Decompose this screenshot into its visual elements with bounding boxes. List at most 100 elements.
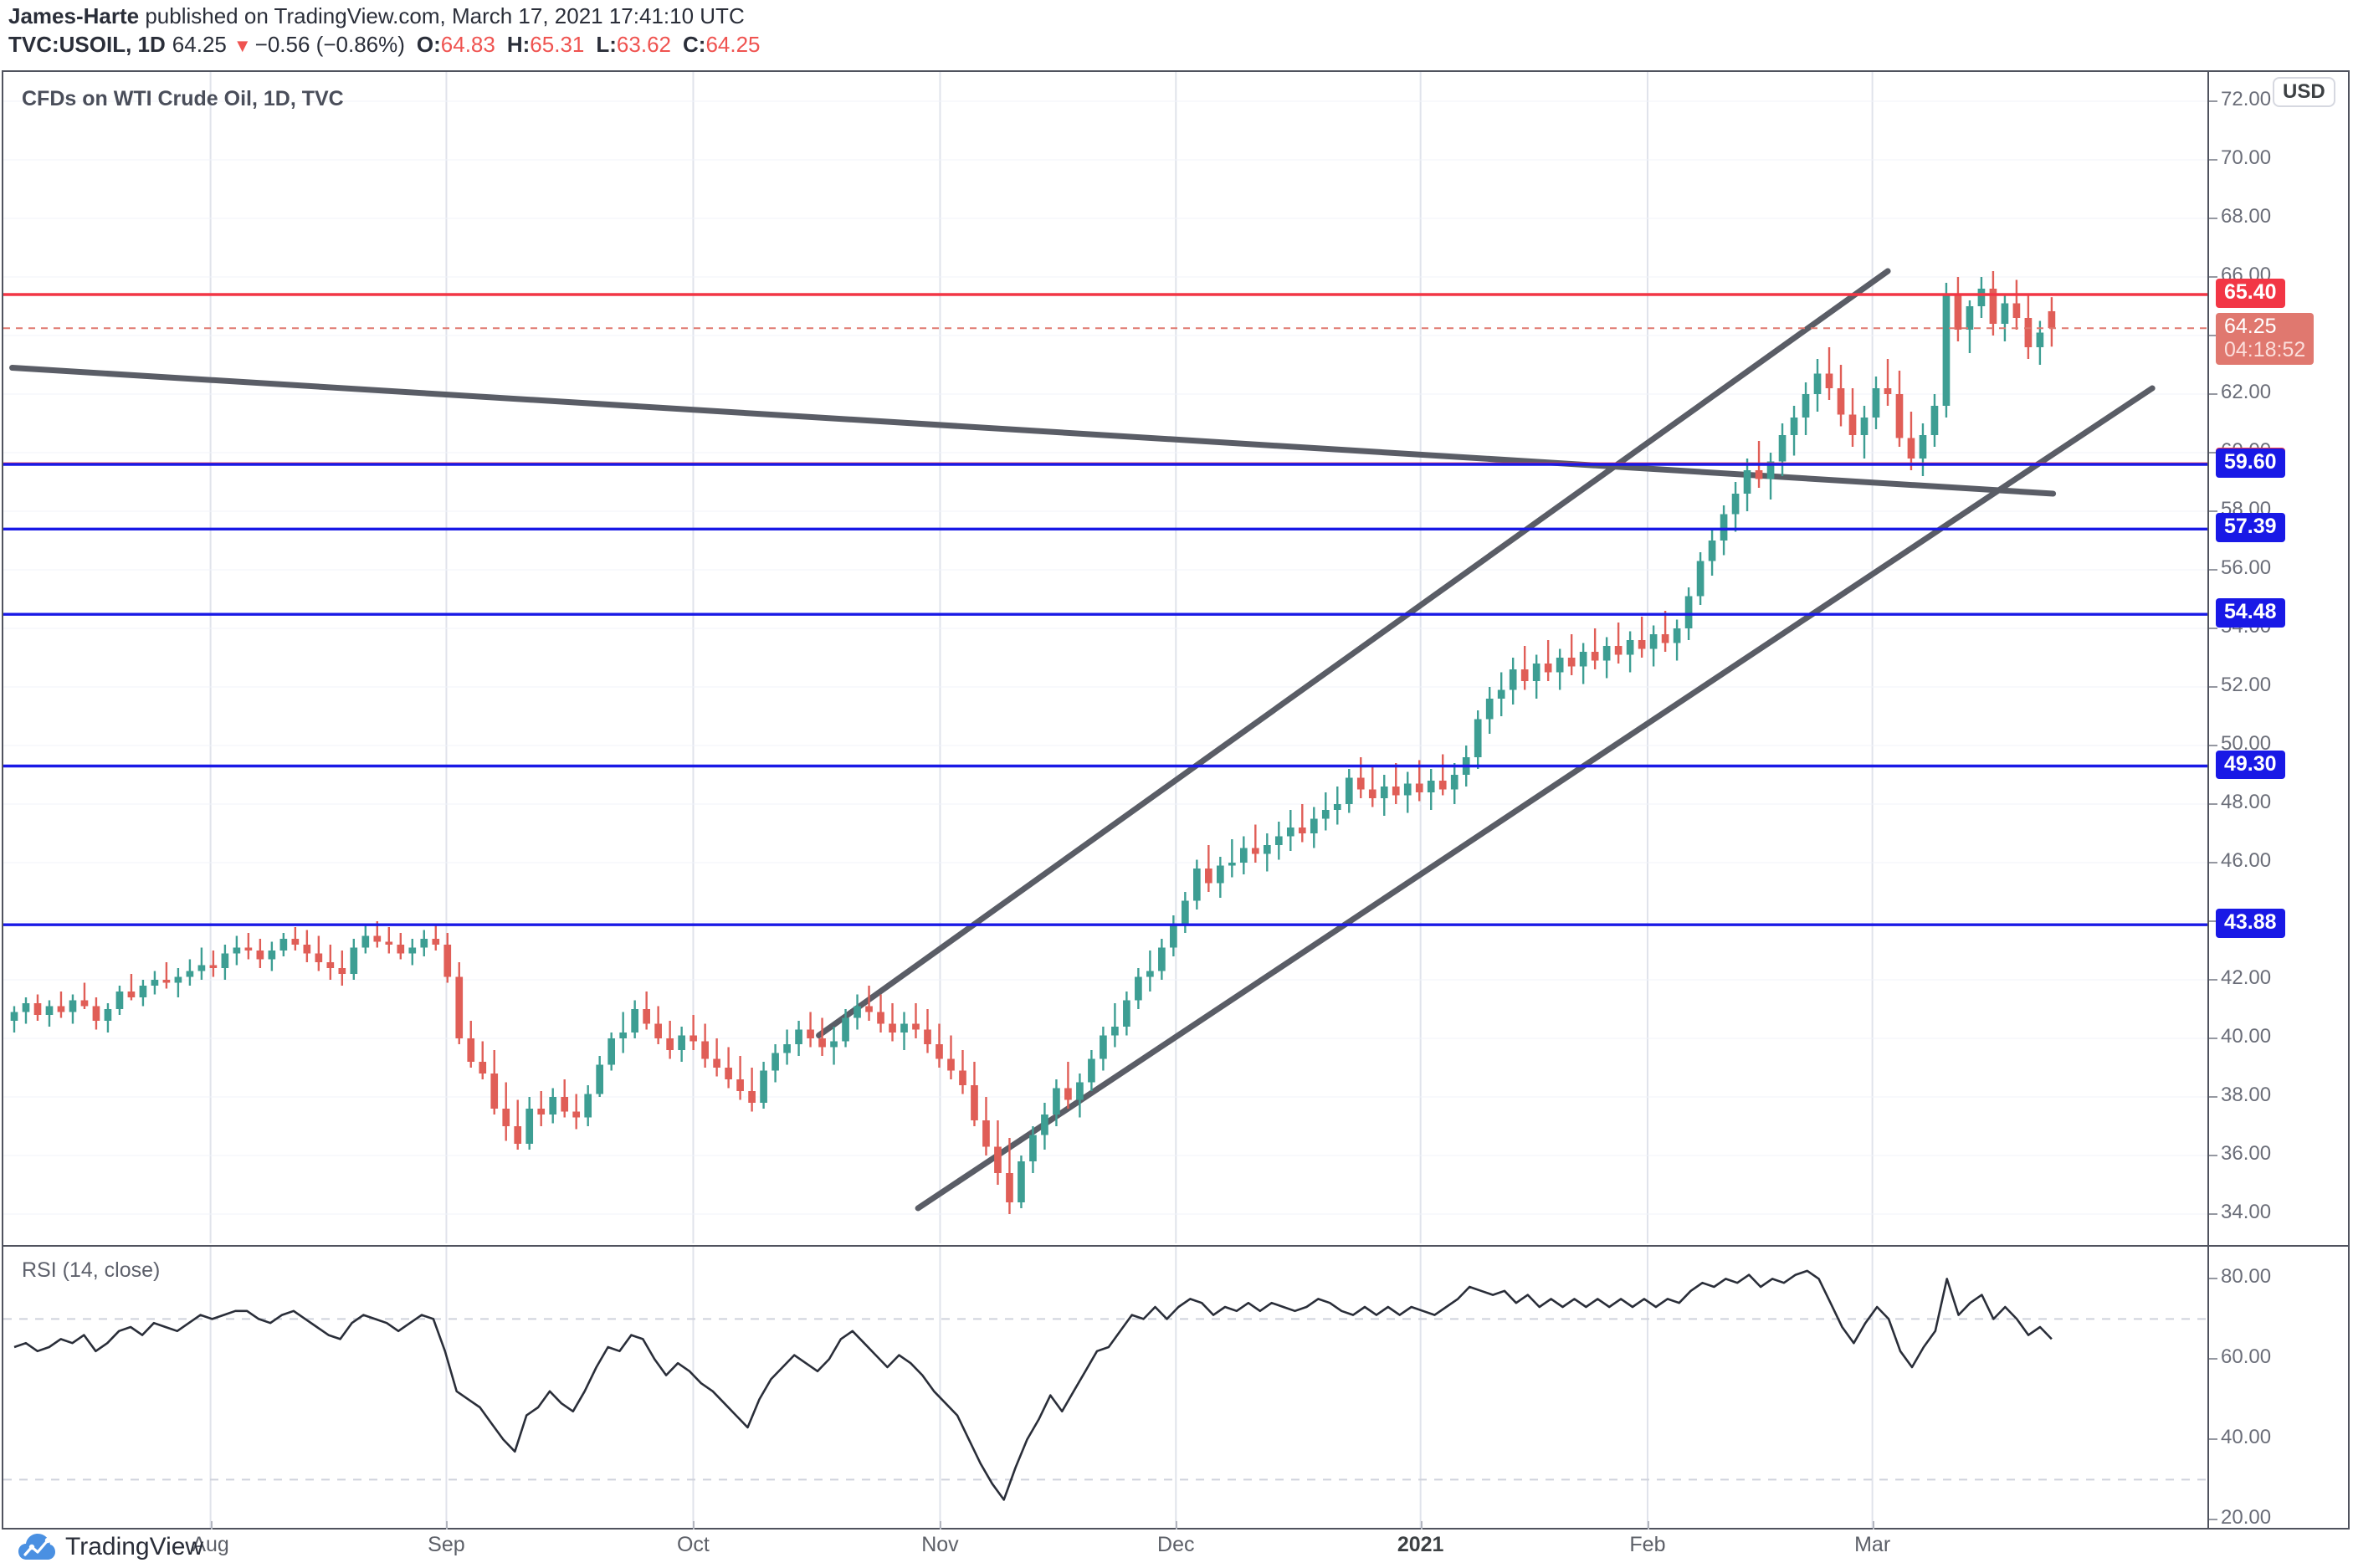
candle [795, 1021, 802, 1056]
price-badge-54.48[interactable]: 54.48 [2216, 598, 2285, 628]
candle [654, 1006, 662, 1044]
close-value: 64.25 [705, 32, 761, 57]
candle [221, 945, 229, 980]
candle [115, 986, 124, 1015]
price-tick-label: 46.00 [2221, 849, 2272, 872]
candle [924, 1009, 931, 1053]
time-tick-label-Oct: Oct [676, 1533, 710, 1556]
time-tickmark [693, 1521, 695, 1530]
candle [959, 1050, 966, 1094]
candle [233, 935, 241, 966]
candle [1205, 845, 1212, 892]
rsi-pane[interactable]: RSI (14, close) 80.00 60.00 40.00 20.00 [3, 1245, 2348, 1530]
low-value: 63.62 [616, 32, 671, 57]
candle [631, 1000, 638, 1038]
candle [1977, 277, 1986, 318]
candle [1321, 792, 1330, 831]
candle [584, 1085, 592, 1126]
candle [1778, 423, 1787, 476]
candle [1380, 775, 1388, 816]
low-label: L: [596, 32, 617, 57]
candle [865, 986, 873, 1021]
rsi-tick-label: 60.00 [2221, 1345, 2272, 1369]
candle [1532, 654, 1540, 699]
candle [244, 933, 253, 960]
price-tickmark [2209, 1155, 2217, 1156]
price-badge-57.39[interactable]: 57.39 [2216, 513, 2285, 542]
candle [69, 994, 77, 1024]
candle [1884, 359, 1892, 406]
candle [1403, 771, 1412, 813]
price-tickmark [2209, 393, 2217, 395]
time-tickmark [940, 1521, 942, 1530]
price-tickmark [2209, 159, 2217, 161]
candle [736, 1056, 744, 1100]
candle [643, 992, 650, 1030]
price-badge-65.40[interactable]: 65.40 [2216, 279, 2285, 308]
rsi-line-chart [3, 1247, 2207, 1528]
time-tick-label-Aug: Aug [192, 1533, 229, 1556]
candle [947, 1035, 955, 1079]
candle [1825, 347, 1833, 400]
high-value: 65.31 [530, 32, 585, 57]
price-tickmark [2209, 1213, 2217, 1215]
candle [1310, 807, 1318, 848]
candle [1368, 766, 1376, 807]
publisher-line: James-Harte published on TradingView.com… [8, 3, 745, 29]
candle [1438, 754, 1447, 796]
candle [45, 1000, 54, 1027]
published-text: published on TradingView.com, March 17, … [139, 3, 745, 28]
price-tick-label: 68.00 [2221, 205, 2272, 228]
tradingview-logo[interactable]: TradingView [18, 1533, 203, 1561]
candle [2024, 295, 2033, 359]
candle [92, 997, 100, 1030]
candle [1006, 1138, 1013, 1214]
candle [1064, 1062, 1072, 1109]
candle [1076, 1074, 1084, 1118]
candle [1790, 406, 1798, 456]
price-badge-43.88[interactable]: 43.88 [2216, 909, 2285, 938]
price-plot-area[interactable]: CFDs on WTI Crude Oil, 1D, TVC [3, 72, 2207, 1243]
candle [197, 947, 206, 980]
candle [1111, 1003, 1119, 1048]
time-axis[interactable]: Aug Sep Oct Nov Dec 2021 Feb Mar [2, 1521, 2350, 1568]
time-tick-label-Nov: Nov [921, 1533, 959, 1556]
candle [1602, 637, 1611, 679]
price-tickmark [2209, 452, 2217, 453]
candle [1673, 619, 1681, 661]
price-badge-59.60[interactable]: 59.60 [2216, 448, 2285, 478]
candle [889, 1003, 896, 1042]
candle [877, 994, 884, 1033]
candle [10, 1006, 18, 1033]
price-tickmark [2209, 628, 2217, 629]
candle [315, 935, 323, 971]
candle [1123, 992, 1130, 1036]
candle [291, 927, 300, 951]
candle [420, 930, 428, 956]
candle [1228, 839, 1236, 878]
price-tickmark [2209, 510, 2217, 512]
price-tick-label: 36.00 [2221, 1142, 2272, 1165]
price-pane[interactable]: CFDs on WTI Crude Oil, 1D, TVC USD 72.00… [3, 72, 2348, 1243]
price-tick-label: 34.00 [2221, 1201, 2272, 1223]
candle [57, 992, 65, 1018]
axis-separator [2207, 72, 2209, 1528]
trendline-descending-resistance [9, 365, 2057, 497]
candle [1146, 951, 1154, 992]
price-axis[interactable]: USD 72.0070.0068.0066.0064.0062.0060.005… [2209, 72, 2350, 1243]
candle [1100, 1027, 1107, 1071]
rsi-plot-area[interactable]: RSI (14, close) [3, 1247, 2207, 1530]
candle [514, 1099, 522, 1150]
candle [1954, 277, 1962, 341]
candle [678, 1027, 685, 1062]
candle [1088, 1050, 1095, 1091]
candle [1274, 822, 1283, 860]
candle [818, 1017, 826, 1056]
candle [549, 1088, 557, 1124]
price-badge-64.25[interactable]: 64.25 04:18:52 [2216, 313, 2315, 366]
candle [525, 1097, 534, 1150]
candle [1392, 763, 1400, 804]
price-badge-49.30[interactable]: 49.30 [2216, 750, 2285, 779]
candle [936, 1023, 943, 1068]
candle [537, 1091, 546, 1126]
